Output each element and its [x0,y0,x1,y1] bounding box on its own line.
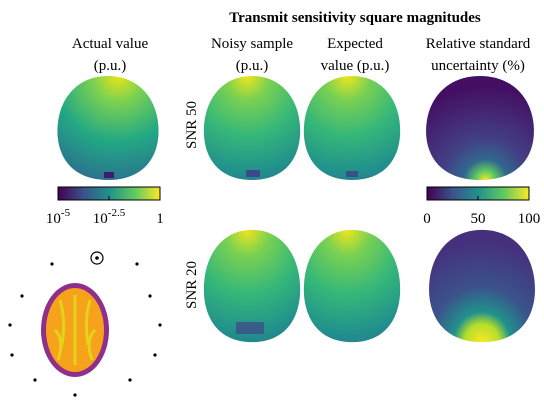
colorbar-tick-label: 100 [518,211,541,227]
column-headers: Actual value (p.u.) Noisy sample (p.u.) … [72,36,531,74]
map-image [57,76,159,180]
coil-elements [8,262,162,397]
map-image [203,76,301,180]
colorbar-tick-label: 0 [423,211,431,227]
column-header: Relative standard [426,36,531,52]
colorbar-tick-label: 10-2.5 [93,207,126,227]
row-label: SNR 50 [184,101,200,149]
colorbar-tick-label: 50 [471,211,486,227]
map-detail [236,322,264,334]
map-image [303,76,401,180]
column-header: Actual value [72,36,149,52]
colorbar-tick-label: 1 [156,211,164,227]
map-image [303,229,401,343]
map-image [429,229,535,343]
tick-label-exponent: -2.5 [108,207,126,219]
tick-label-base: 10 [46,211,61,227]
map-image [426,76,534,180]
map-detail [346,171,358,177]
column-header: (p.u.) [236,58,269,74]
reference-coil [95,256,99,260]
map-detail [104,172,114,178]
figure-title: Transmit sensitivity square magnitudes [229,10,481,26]
column-header: Noisy sample [211,36,293,52]
column-header: (p.u.) [94,58,127,74]
tick-label-exponent: -5 [61,207,71,219]
reference-coil [90,251,104,265]
column-header: uncertainty (%) [431,58,525,74]
tick-label-base: 10 [93,211,108,227]
column-header: value (p.u.) [321,58,390,74]
column-header: Expected [327,36,383,52]
head-model-diagram [8,251,162,397]
map-detail [246,170,260,177]
colorbar-tick-label: 10-5 [46,207,71,227]
brain-structure [53,295,97,365]
row-label: SNR 20 [184,261,200,309]
